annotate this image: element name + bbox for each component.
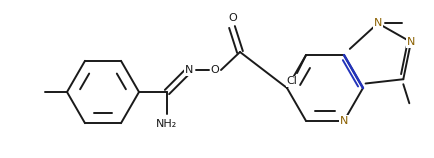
Text: N: N [373,18,381,28]
Text: N: N [406,37,414,47]
Text: N: N [184,65,193,75]
Text: O: O [210,65,219,75]
Text: NH₂: NH₂ [156,119,177,129]
Text: O: O [228,13,237,23]
Text: Cl: Cl [286,76,297,86]
Text: N: N [339,116,347,126]
